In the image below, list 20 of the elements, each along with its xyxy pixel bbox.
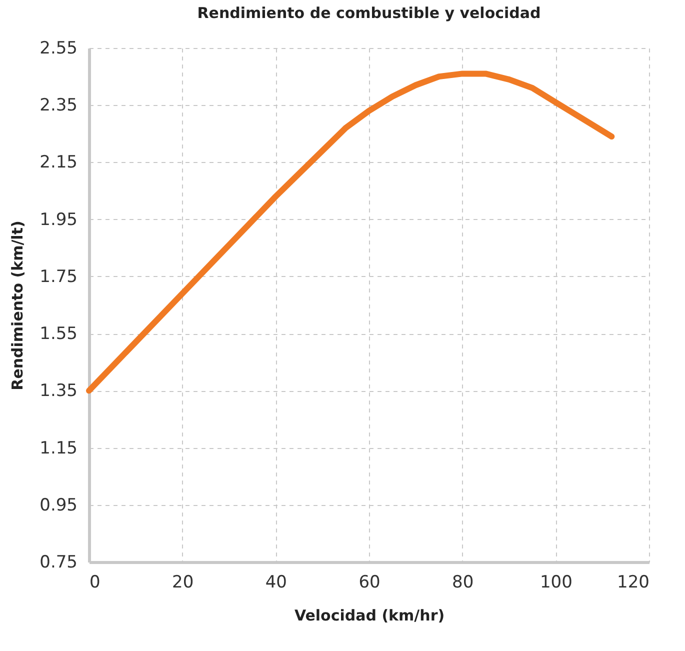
x-tick-label: 120 [617,572,650,592]
y-tick-label: 0.95 [40,495,78,516]
x-axis-title: Velocidad (km/hr) [294,606,445,624]
y-tick-label: 0.75 [40,552,78,572]
x-tick-label: 0 [90,572,100,592]
y-tick-label: 1.95 [40,210,78,230]
x-tick-label: 80 [452,572,474,592]
y-axis-title: Rendimiento (km/lt) [8,220,27,390]
chart-title: Rendimiento de combustible y velocidad [197,4,541,22]
x-tick-label: 60 [358,572,380,592]
y-tick-label: 1.15 [40,438,78,458]
x-tick-label: 20 [172,572,194,592]
x-tick-label: 40 [265,572,287,592]
y-tick-label: 1.35 [40,381,78,402]
y-tick-label: 2.15 [40,152,78,173]
y-tick-label: 1.75 [40,266,78,287]
y-tick-label: 2.35 [40,96,78,116]
y-tick-label: 1.55 [40,324,78,344]
x-tick-label: 100 [540,572,572,592]
y-tick-label: 2.55 [40,38,78,58]
